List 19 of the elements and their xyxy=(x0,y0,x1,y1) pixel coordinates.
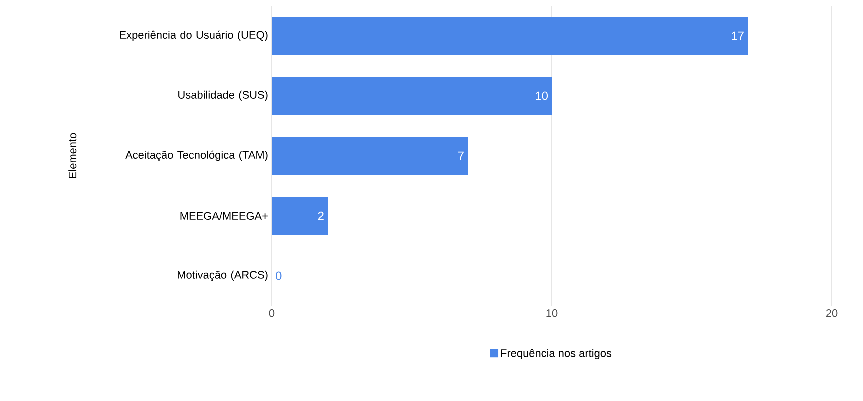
bar xyxy=(272,137,468,175)
bar xyxy=(272,197,328,236)
bar xyxy=(272,17,748,55)
bar xyxy=(272,77,552,115)
y-tick-label: Motivação (ARCS) xyxy=(178,270,268,282)
y-tick-label: Aceitação Tecnológica (TAM) xyxy=(126,150,268,162)
x-tick-label: 10 xyxy=(546,310,558,318)
y-tick-label: Usabilidade (SUS) xyxy=(178,90,268,102)
y-axis-title: Elemento xyxy=(68,133,77,178)
data-label: 7 xyxy=(458,152,464,160)
data-label: 10 xyxy=(536,92,548,100)
data-label: 2 xyxy=(318,212,324,220)
data-label: 17 xyxy=(732,32,744,40)
y-tick-label: Experiência do Usuário (UEQ) xyxy=(120,30,268,42)
data-label: 0 xyxy=(276,272,282,280)
y-tick-label: MEEGA/MEEGA+ xyxy=(180,212,268,220)
legend-label: Frequência nos artigos xyxy=(501,349,612,360)
x-tick-label: 20 xyxy=(826,310,838,318)
x-tick-label: 0 xyxy=(269,310,275,318)
